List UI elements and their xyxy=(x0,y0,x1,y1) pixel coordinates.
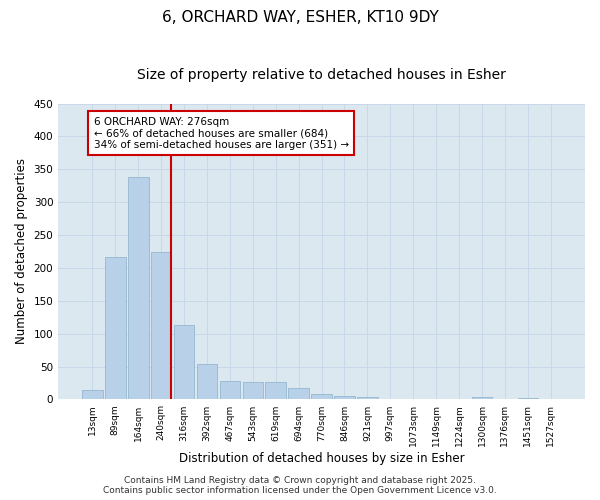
Bar xyxy=(380,399,401,400)
Y-axis label: Number of detached properties: Number of detached properties xyxy=(15,158,28,344)
Bar xyxy=(242,382,263,400)
Bar xyxy=(334,396,355,400)
Bar xyxy=(289,388,309,400)
X-axis label: Distribution of detached houses by size in Esher: Distribution of detached houses by size … xyxy=(179,452,464,465)
Bar xyxy=(105,258,125,400)
Bar xyxy=(403,399,424,400)
Bar xyxy=(518,398,538,400)
Bar xyxy=(128,176,149,400)
Text: 6, ORCHARD WAY, ESHER, KT10 9DY: 6, ORCHARD WAY, ESHER, KT10 9DY xyxy=(161,10,439,25)
Bar xyxy=(220,381,240,400)
Bar xyxy=(472,398,493,400)
Bar xyxy=(265,382,286,400)
Bar xyxy=(311,394,332,400)
Bar xyxy=(82,390,103,400)
Text: 6 ORCHARD WAY: 276sqm
← 66% of detached houses are smaller (684)
34% of semi-det: 6 ORCHARD WAY: 276sqm ← 66% of detached … xyxy=(94,116,349,150)
Bar xyxy=(174,325,194,400)
Title: Size of property relative to detached houses in Esher: Size of property relative to detached ho… xyxy=(137,68,506,82)
Bar xyxy=(151,252,172,400)
Text: Contains HM Land Registry data © Crown copyright and database right 2025.
Contai: Contains HM Land Registry data © Crown c… xyxy=(103,476,497,495)
Bar xyxy=(197,364,217,400)
Bar xyxy=(357,397,378,400)
